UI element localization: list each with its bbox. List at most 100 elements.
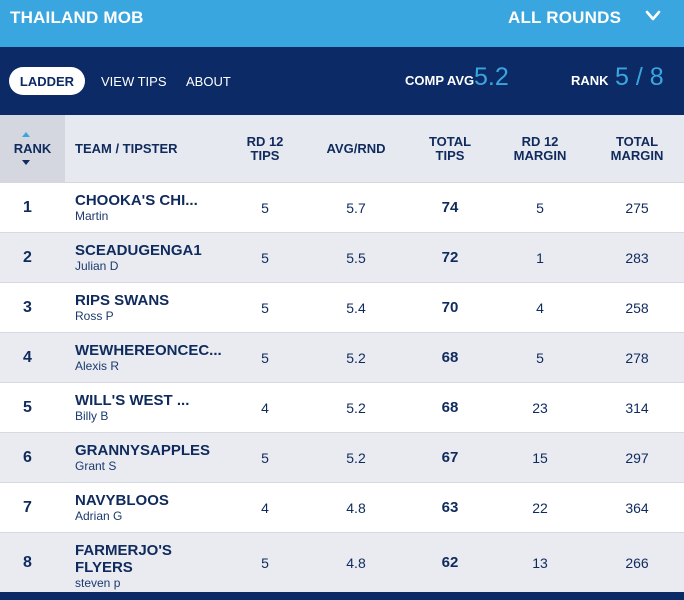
row-rank: 8 xyxy=(23,554,32,571)
table-row[interactable]: 1 CHOOKA'S CHI... Martin 5 5.7 74 5 275 xyxy=(0,183,684,233)
row-avg: 5.4 xyxy=(346,300,366,316)
tab-about[interactable]: ABOUT xyxy=(186,73,231,89)
row-avg: 5.2 xyxy=(346,400,366,416)
row-team: NAVYBLOOS Adrian G xyxy=(75,492,169,523)
row-rd-margin: 5 xyxy=(536,350,544,366)
row-rd-margin: 5 xyxy=(536,200,544,216)
table-row[interactable]: 7 NAVYBLOOS Adrian G 4 4.8 63 22 364 xyxy=(0,483,684,533)
row-rd-tips: 5 xyxy=(261,200,269,216)
row-rd-tips: 5 xyxy=(261,300,269,316)
tipster-name: Ross P xyxy=(75,309,114,323)
total-tips-column-header[interactable]: TOTAL TIPS xyxy=(420,135,480,163)
row-rd-tips: 5 xyxy=(261,450,269,466)
team-name: SCEADUGENGA1 xyxy=(75,242,202,259)
row-team: WEWHEREONCEC... Alexis R xyxy=(75,342,222,373)
tipster-name: steven p xyxy=(75,576,121,590)
tipster-name: Billy B xyxy=(75,409,109,423)
row-rd-margin: 13 xyxy=(532,555,548,571)
rd-margin-header-line2: MARGIN xyxy=(513,148,567,163)
row-rd-margin: 22 xyxy=(532,500,548,516)
team-name: CHOOKA'S CHI... xyxy=(75,192,198,209)
rd-tips-header-line2: TIPS xyxy=(250,148,280,163)
row-team: WILL'S WEST ... Billy B xyxy=(75,392,189,423)
table-row[interactable]: 8 FARMERJO'S FLYERS steven p 5 4.8 62 13… xyxy=(0,533,684,593)
total-tips-header-line2: TIPS xyxy=(435,148,465,163)
rank-header-label: RANK xyxy=(13,141,52,156)
row-avg: 5.5 xyxy=(346,250,366,266)
nav-bar: LADDER VIEW TIPS ABOUT COMP AVG 5.2 RANK… xyxy=(0,47,684,115)
row-avg: 5.2 xyxy=(346,450,366,466)
competition-title: THAILAND MOB xyxy=(10,8,144,27)
team-column-header[interactable]: TEAM / TIPSTER xyxy=(75,141,178,156)
row-total-tips: 68 xyxy=(441,349,459,366)
row-rank: 6 xyxy=(23,449,32,466)
chevron-down-icon[interactable] xyxy=(645,10,661,22)
rd-tips-column-header[interactable]: RD 12 TIPS xyxy=(235,135,295,163)
row-rank: 2 xyxy=(23,249,32,266)
row-total-margin: 314 xyxy=(625,400,649,416)
tab-ladder[interactable]: LADDER xyxy=(9,67,85,95)
row-avg: 4.8 xyxy=(346,555,366,571)
row-avg: 5.7 xyxy=(346,200,366,216)
row-team: GRANNYSAPPLES Grant S xyxy=(75,442,210,473)
tipster-name: Alexis R xyxy=(75,359,120,373)
team-name: NAVYBLOOS xyxy=(75,492,169,509)
total-margin-header-line2: MARGIN xyxy=(610,148,664,163)
row-total-margin: 278 xyxy=(625,350,649,366)
row-total-tips: 67 xyxy=(441,449,459,466)
team-name: RIPS SWANS xyxy=(75,292,170,309)
tipster-name: Julian D xyxy=(75,259,119,273)
row-total-margin: 297 xyxy=(625,450,649,466)
team-name: GRANNYSAPPLES xyxy=(75,442,211,459)
row-rd-tips: 5 xyxy=(261,555,269,571)
top-bar: THAILAND MOB ALL ROUNDS xyxy=(0,0,684,47)
round-selector[interactable]: ALL ROUNDS xyxy=(508,8,622,27)
row-team: CHOOKA'S CHI... Martin xyxy=(75,192,198,223)
sort-ascending-icon xyxy=(22,132,30,137)
rank-column-header[interactable]: RANK xyxy=(0,115,65,183)
row-rd-tips: 5 xyxy=(261,350,269,366)
row-total-tips: 72 xyxy=(441,249,459,266)
row-rd-margin: 15 xyxy=(532,450,548,466)
row-rd-tips: 4 xyxy=(261,500,269,516)
total-margin-column-header[interactable]: TOTAL MARGIN xyxy=(600,135,674,163)
table-row[interactable]: 6 GRANNYSAPPLES Grant S 5 5.2 67 15 297 xyxy=(0,433,684,483)
row-total-margin: 364 xyxy=(625,500,649,516)
row-rd-tips: 4 xyxy=(261,400,269,416)
total-margin-header-line1: TOTAL xyxy=(615,134,659,149)
team-name: WEWHEREONCEC... xyxy=(75,342,222,359)
row-total-tips: 70 xyxy=(441,299,459,316)
row-rank: 7 xyxy=(23,499,32,516)
footer-strip xyxy=(0,592,684,600)
table-row[interactable]: 2 SCEADUGENGA1 Julian D 5 5.5 72 1 283 xyxy=(0,233,684,283)
row-rd-margin: 1 xyxy=(536,250,544,266)
row-team: SCEADUGENGA1 Julian D xyxy=(75,242,202,273)
row-total-tips: 62 xyxy=(441,554,459,571)
row-rank: 3 xyxy=(23,299,32,316)
avg-column-header[interactable]: AVG/RND xyxy=(326,141,386,156)
comp-avg-label: COMP AVG xyxy=(405,73,475,88)
total-tips-header-line1: TOTAL xyxy=(428,134,472,149)
row-total-tips: 63 xyxy=(441,499,459,516)
tab-view-tips[interactable]: VIEW TIPS xyxy=(101,73,167,89)
tipster-name: Martin xyxy=(75,209,109,223)
table-header: RANK TEAM / TIPSTER RD 12 TIPS AVG/RND T… xyxy=(0,115,684,183)
comp-avg-value: 5.2 xyxy=(474,63,509,91)
rd-margin-header-line1: RD 12 xyxy=(521,134,559,149)
row-total-margin: 258 xyxy=(625,300,649,316)
row-team: RIPS SWANS Ross P xyxy=(75,292,169,323)
table-row[interactable]: 4 WEWHEREONCEC... Alexis R 5 5.2 68 5 27… xyxy=(0,333,684,383)
row-rd-margin: 23 xyxy=(532,400,548,416)
row-total-margin: 275 xyxy=(625,200,649,216)
row-rd-tips: 5 xyxy=(261,250,269,266)
row-total-margin: 283 xyxy=(625,250,649,266)
rank-label: RANK xyxy=(571,73,609,88)
row-rd-margin: 4 xyxy=(536,300,544,316)
row-total-tips: 68 xyxy=(441,399,459,416)
row-avg: 5.2 xyxy=(346,350,366,366)
table-row[interactable]: 5 WILL'S WEST ... Billy B 4 5.2 68 23 31… xyxy=(0,383,684,433)
rd-margin-column-header[interactable]: RD 12 MARGIN xyxy=(505,135,575,163)
rd-tips-header-line1: RD 12 xyxy=(246,134,284,149)
table-row[interactable]: 3 RIPS SWANS Ross P 5 5.4 70 4 258 xyxy=(0,283,684,333)
rank-value: 5 / 8 xyxy=(615,63,664,91)
